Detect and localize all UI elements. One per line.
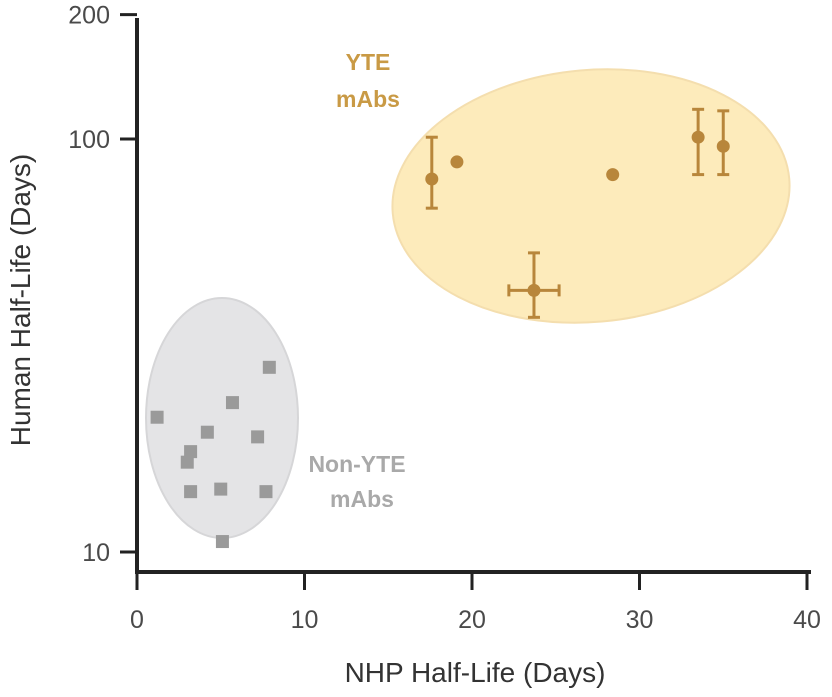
non-yte-data-point — [215, 535, 229, 549]
non-yte-label-line2: mAbs — [330, 486, 394, 512]
non-yte-data-point — [200, 425, 214, 439]
yte-label-line1: YTE — [346, 49, 391, 75]
y-tick-group: 10 100 200 — [68, 2, 137, 567]
y-tick-label: 200 — [68, 2, 110, 30]
x-tick-label: 20 — [458, 606, 486, 634]
non-yte-data-point — [262, 360, 276, 374]
yte-data-point — [425, 172, 439, 186]
x-tick-group: 0 10 20 30 40 — [130, 572, 821, 634]
non-yte-data-point — [251, 430, 265, 444]
non-yte-region — [145, 297, 299, 539]
x-axis-title: NHP Half-Life (Days) — [345, 657, 606, 688]
yte-data-point — [716, 139, 730, 153]
non-yte-label-line1: Non-YTE — [308, 451, 405, 477]
non-yte-data-point — [184, 485, 198, 499]
x-tick-label: 40 — [793, 606, 821, 634]
non-yte-data-point — [180, 455, 194, 469]
y-tick-label: 10 — [82, 539, 110, 567]
yte-data-point — [691, 130, 705, 144]
y-tick-label: 100 — [68, 126, 110, 154]
yte-data-point — [606, 168, 620, 182]
non-yte-data-point — [214, 482, 228, 496]
yte-region — [391, 68, 791, 324]
yte-label-line2: mAbs — [336, 86, 400, 112]
x-tick-label: 0 — [130, 606, 144, 634]
x-tick-label: 10 — [291, 606, 319, 634]
non-yte-data-point — [184, 445, 198, 459]
non-yte-data-point — [259, 485, 273, 499]
yte-data-point — [527, 283, 541, 297]
y-axis-title: Human Half-Life (Days) — [5, 154, 36, 447]
non-yte-data-point — [150, 410, 164, 424]
data-points — [150, 107, 730, 549]
x-tick-label: 30 — [626, 606, 654, 634]
yte-data-point — [450, 155, 464, 169]
non-yte-data-point — [225, 396, 239, 410]
